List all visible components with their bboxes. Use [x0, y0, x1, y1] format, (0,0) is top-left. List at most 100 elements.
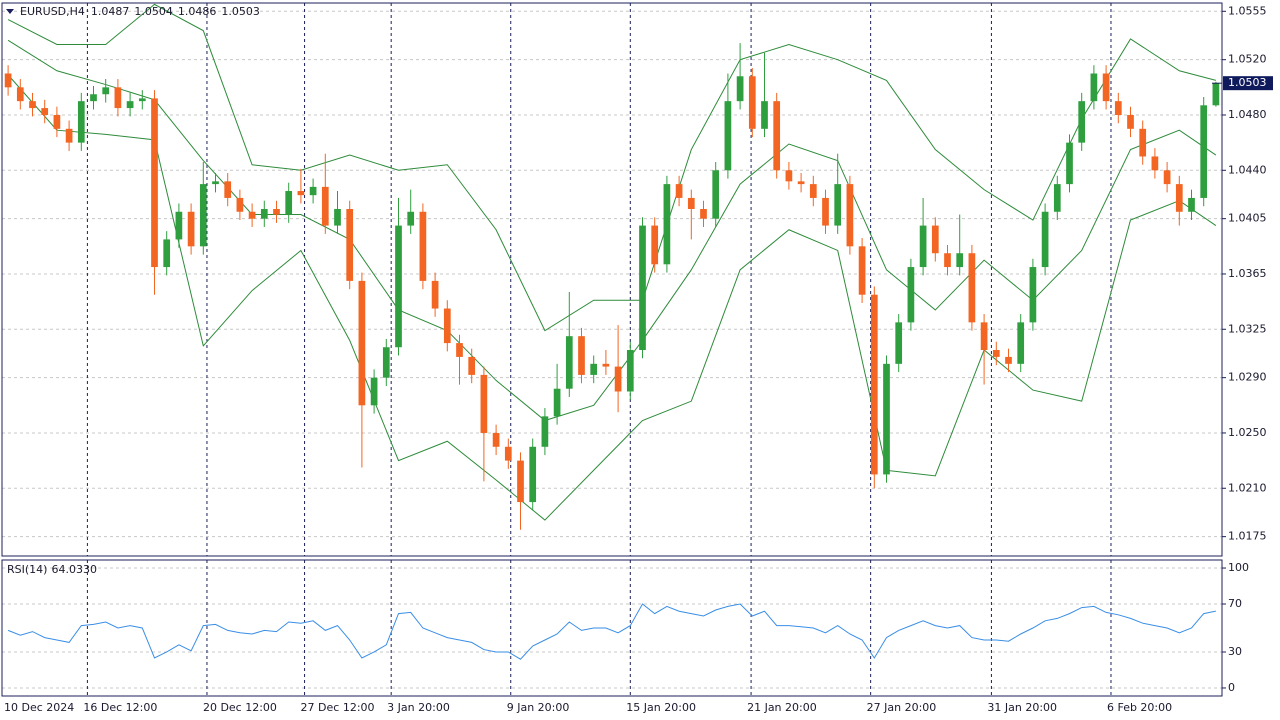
candle-body	[41, 108, 49, 115]
y-tick-label: 1.0520	[1228, 53, 1267, 66]
y-tick-label: 1.0365	[1228, 267, 1267, 280]
candle-body	[1175, 184, 1183, 212]
x-tick-label: 20 Dec 12:00	[203, 701, 277, 714]
candle-body	[870, 294, 878, 475]
candle-body	[565, 336, 573, 389]
candle-body	[590, 363, 598, 375]
candle-body	[907, 267, 915, 323]
candle-body	[321, 186, 329, 226]
candle-body	[90, 94, 97, 102]
x-tick-label: 9 Jan 20:00	[507, 701, 570, 714]
candle-body	[468, 356, 476, 375]
y-tick-label: 1.0440	[1228, 163, 1267, 176]
candle-body	[797, 181, 805, 185]
y-tick-label: 30	[1228, 645, 1242, 658]
candle-body	[224, 181, 232, 198]
candle-body	[480, 374, 488, 433]
candle-body	[785, 170, 793, 182]
candle-body	[309, 186, 317, 196]
candle-body	[1151, 156, 1159, 171]
price-panel-frame	[1, 2, 1223, 557]
candle-body	[944, 253, 951, 268]
collapse-icon[interactable]	[6, 9, 14, 14]
candle-body	[114, 87, 122, 109]
candle-body	[834, 184, 842, 226]
candle-body	[578, 336, 585, 375]
candle-body	[1041, 211, 1049, 268]
candle-body	[602, 363, 610, 367]
candle-body	[273, 208, 280, 215]
candle-body	[431, 280, 439, 309]
candle-body	[712, 170, 720, 219]
candle-body	[334, 208, 341, 226]
candle-body	[687, 197, 695, 209]
ohlc-open: 1.0487	[91, 5, 130, 18]
x-tick-label: 27 Jan 20:00	[867, 701, 937, 714]
candle-body	[151, 98, 158, 268]
candle-body	[77, 101, 85, 143]
y-tick-label: 1.0555	[1228, 4, 1267, 17]
candle-body	[126, 101, 134, 109]
candle-body	[1127, 114, 1134, 129]
candle-body	[297, 191, 305, 196]
candle-body	[883, 363, 890, 475]
y-tick-label: 1.0405	[1228, 212, 1267, 225]
candle-body	[1029, 267, 1037, 323]
candle-body	[199, 184, 207, 247]
x-tick-label: 27 Dec 12:00	[301, 701, 375, 714]
candle-body	[16, 87, 24, 102]
candle-body	[1078, 101, 1086, 143]
candle-body	[236, 197, 244, 212]
candle-body	[212, 181, 219, 185]
candle-body	[138, 98, 146, 102]
candle-body	[809, 184, 817, 198]
y-tick-label: 1.0480	[1228, 108, 1267, 121]
candle-body	[626, 350, 634, 392]
candle-body	[175, 211, 183, 240]
rsi-header: RSI(14) 64.0330	[7, 563, 97, 576]
bollinger-lower	[7, 74, 1217, 521]
candle-body	[1163, 170, 1171, 185]
candle-body	[443, 308, 451, 344]
candle-body	[822, 197, 829, 226]
x-tick-label: 6 Feb 20:00	[1107, 701, 1172, 714]
rsi-panel-frame	[1, 559, 1223, 697]
candle-body	[504, 446, 512, 461]
candle-body	[541, 416, 549, 447]
candle-body	[187, 211, 195, 247]
candle-body	[29, 101, 36, 109]
candle-body	[846, 184, 854, 247]
candle-body	[395, 225, 402, 348]
candle-body	[260, 208, 268, 219]
candle-body	[700, 208, 707, 219]
candle-body	[1212, 83, 1220, 106]
candle-body	[370, 377, 378, 406]
candle-body	[65, 128, 73, 143]
candle-body	[1066, 142, 1073, 185]
candle-body	[517, 460, 524, 503]
candle-body	[724, 101, 732, 171]
candle-body	[53, 114, 61, 129]
y-tick-label: 1.0250	[1228, 426, 1267, 439]
candle-body	[382, 347, 390, 378]
candle-body	[456, 343, 463, 357]
candle-body	[639, 225, 646, 351]
candle-body	[992, 350, 1000, 357]
candle-body	[663, 184, 671, 265]
candle-body	[614, 366, 622, 392]
candle-body	[1053, 184, 1061, 212]
candle-body	[285, 191, 293, 215]
candle-body	[1188, 197, 1195, 212]
x-tick-label: 15 Jan 20:00	[626, 701, 696, 714]
x-tick-label: 16 Dec 12:00	[83, 701, 157, 714]
candle-body	[736, 76, 744, 102]
candle-body	[1102, 73, 1110, 102]
y-tick-label: 70	[1228, 597, 1242, 610]
x-tick-label: 10 Dec 2024	[4, 701, 74, 714]
candle-body	[529, 446, 537, 503]
rsi-value: 64.0330	[51, 563, 97, 576]
candle-body	[968, 253, 976, 323]
x-tick-label: 31 Jan 20:00	[987, 701, 1057, 714]
y-tick-label: 1.0175	[1228, 530, 1267, 543]
